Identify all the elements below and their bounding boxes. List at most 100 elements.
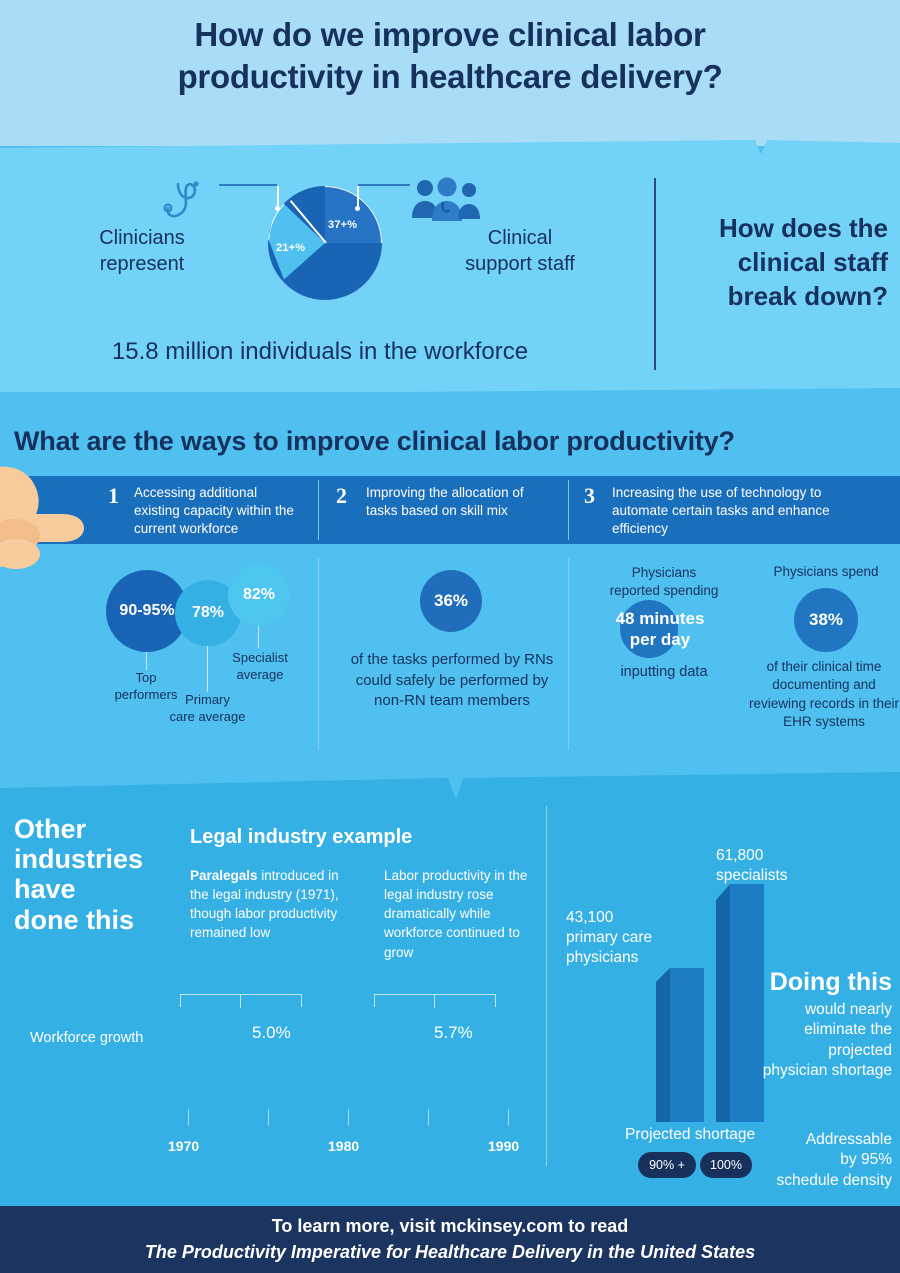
pointing-hand-icon xyxy=(0,466,84,569)
other-heading-line3: have xyxy=(14,874,76,905)
way-number-1: 1 xyxy=(108,483,119,508)
caption-specialist-line2: average xyxy=(236,666,284,682)
caption-tick-top-performers xyxy=(146,652,148,670)
stat-value-rn-tasks: 36% xyxy=(433,591,469,610)
breakdown-question-line2: clinical staff xyxy=(737,246,888,277)
caption-tick-specialist xyxy=(258,626,260,648)
other-section-divider xyxy=(546,806,548,1166)
clinicians-label-line2: represent xyxy=(99,253,185,276)
stat-circle-ehr-time: 38% xyxy=(794,588,858,652)
addressable-line1: Addressable xyxy=(805,1131,892,1148)
workforce-pie-chart: 37+% 21+% xyxy=(268,186,382,300)
caption-primary-care: Primary care average xyxy=(150,692,265,725)
stat-value-specialist: 82% xyxy=(242,586,276,603)
year-tick-1975 xyxy=(268,1109,270,1126)
workforce-breakdown-section: 37+% 21+% Clinicians represent Clinical … xyxy=(0,140,900,392)
stat-text-ehr-time: of their clinical time documenting and r… xyxy=(748,659,900,730)
page-title: How do we improve clinical labor product… xyxy=(0,14,900,97)
other-heading-line2: industries xyxy=(14,844,144,875)
workforce-total-text: 15.8 million individuals in the workforc… xyxy=(111,338,529,365)
pill-badge-100-label: 100% xyxy=(710,1158,742,1172)
doing-sub-line4: physician shortage xyxy=(762,1062,892,1080)
ways-section-title: What are the ways to improve clinical la… xyxy=(14,426,735,456)
breakdown-question: How does the clinical staff break down? xyxy=(655,212,900,313)
way-text-1: Accessing additional existing capacity w… xyxy=(134,485,294,536)
footer-line-1: To learn more, visit mckinsey.com to rea… xyxy=(271,1216,629,1236)
projected-shortage-axis-label: Projected shortage xyxy=(625,1126,756,1143)
bar-1-label: 43,100 primary care physicians xyxy=(566,908,676,968)
support-staff-label: Clinical support staff xyxy=(420,225,620,278)
way-divider-1 xyxy=(318,480,320,540)
way-number-3: 3 xyxy=(584,483,595,508)
bar-1-side-face xyxy=(656,968,670,1122)
legal-example-title: Legal industry example xyxy=(190,826,413,848)
legal-paragraph-1-rest: introduced in the legal industry (1971),… xyxy=(190,868,339,941)
support-staff-label-line2: support staff xyxy=(465,253,575,276)
stat-value-minutes-line1: 48 minutes xyxy=(615,609,705,628)
caption-top-performers-line2: performers xyxy=(114,686,178,702)
stat-caption-inputting-data: inputting data xyxy=(620,664,708,680)
caption-primary-care-line2: care average xyxy=(169,708,246,724)
pill-badge-100: 100% xyxy=(700,1152,752,1178)
bar-2-label: 61,800 specialists xyxy=(716,846,826,886)
stat-value-primary-care: 78% xyxy=(191,604,225,621)
doing-sub-line1: would nearly xyxy=(804,1001,892,1018)
pie-label-support: 37+% xyxy=(328,219,358,231)
way-item-1: 1 Accessing additional existing capacity… xyxy=(108,476,304,544)
bar-2-side-face xyxy=(716,884,730,1122)
stat-circle-rn-tasks: 36% xyxy=(420,570,482,632)
pill-badge-90-label: 90% + xyxy=(649,1158,685,1172)
stat-circle-specialist: 82% xyxy=(228,564,290,626)
year-label-1980: 1980 xyxy=(328,1138,360,1154)
stat-text-rn-tasks: of the tasks performed by RNs could safe… xyxy=(350,651,554,710)
pie-label-clinicians: 21+% xyxy=(276,242,306,254)
page-title-line2: productivity in healthcare delivery? xyxy=(177,57,723,95)
legal-paragraph-2: Labor productivity in the legal industry… xyxy=(384,868,528,960)
other-industries-section: Other industries have done this Legal in… xyxy=(0,772,900,1206)
clinicians-label-line1: Clinicians xyxy=(99,227,185,249)
bar-1-value: 43,100 xyxy=(566,909,614,926)
doing-this-heading: Doing this xyxy=(769,968,892,996)
leader-line-right xyxy=(358,184,410,186)
breakdown-question-line3: break down? xyxy=(727,280,888,311)
physicians-spending-label-line1: Physicians xyxy=(631,565,697,580)
addressable-line2: by 95% xyxy=(840,1151,892,1169)
physicians-spending-label-line2: reported spending xyxy=(609,582,719,598)
stat-value-minutes-line2: per day xyxy=(629,629,691,649)
page-title-line1: How do we improve clinical labor xyxy=(194,16,706,53)
caption-specialist-line1: Specialist xyxy=(232,650,288,665)
way-item-2: 2 Improving the allocation of tasks base… xyxy=(336,476,548,544)
ways-section: What are the ways to improve clinical la… xyxy=(0,388,900,776)
doing-this-subtext: would nearly eliminate the projected phy… xyxy=(692,1000,892,1082)
workforce-growth-label: Workforce growth xyxy=(30,1030,144,1046)
section-vertical-divider xyxy=(654,178,656,370)
pill-badge-90: 90% + xyxy=(638,1152,696,1178)
doing-sub-line2: eliminate the xyxy=(804,1021,892,1039)
pie-callout-stem-right xyxy=(357,186,359,208)
year-tick-1980 xyxy=(348,1109,350,1126)
stethoscope-icon xyxy=(163,181,199,218)
caption-primary-care-line1: Primary xyxy=(185,692,230,707)
way-divider-2 xyxy=(568,480,570,540)
footer-line-2: The Productivity Imperative for Healthca… xyxy=(144,1242,756,1262)
clinicians-label: Clinicians represent xyxy=(52,225,232,278)
year-tick-1985 xyxy=(428,1109,430,1126)
bar-2-value: 61,800 xyxy=(716,847,764,864)
year-tick-1990 xyxy=(508,1109,510,1126)
growth-value-2: 5.7% xyxy=(434,1023,473,1042)
bar-1-caption-line2: physicians xyxy=(566,949,639,967)
header-section: How do we improve clinical labor product… xyxy=(0,0,900,146)
year-label-1990: 1990 xyxy=(488,1138,520,1154)
leader-line-left xyxy=(219,184,277,186)
doing-sub-line3: projected xyxy=(828,1041,892,1059)
stat-circle-minutes-per-day xyxy=(620,600,678,658)
stat-value-ehr-time: 38% xyxy=(808,610,844,629)
caption-top-performers-line1: Top xyxy=(135,670,157,685)
pie-callout-stem-left xyxy=(277,186,279,208)
stat-value-minutes-per-day: 48 minutes per day xyxy=(580,609,740,650)
breakdown-question-line1: How does the xyxy=(718,213,888,243)
way-number-2: 2 xyxy=(336,483,347,508)
pie-callout-dot-left xyxy=(275,206,280,211)
ways-number-bar: 1 Accessing additional existing capacity… xyxy=(0,476,900,544)
